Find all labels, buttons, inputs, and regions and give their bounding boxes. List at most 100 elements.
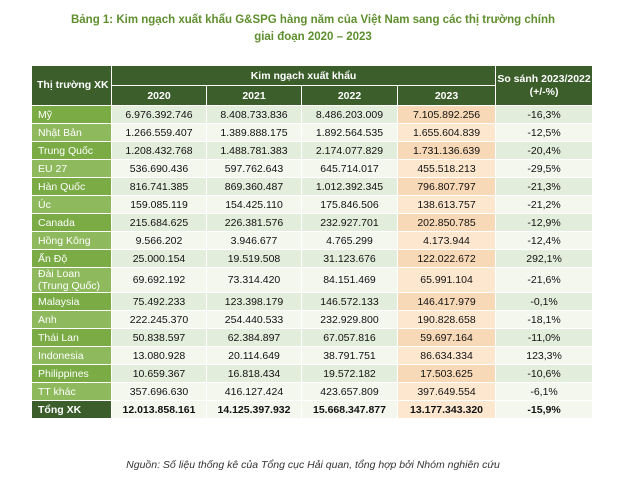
value-2020-cell: 1.266.559.407 [111,123,207,142]
value-2022-cell: 84.151.469 [301,267,398,293]
value-2021-cell: 20.114.649 [206,346,302,365]
value-2023-cell: 86.634.334 [396,346,497,365]
year-header-2022: 2022 [301,85,398,106]
table-row: Mỹ 6.976.392.746 8.408.733.836 8.486.203.00… [31,105,594,124]
market-cell: Canada [31,213,112,232]
value-2020-cell: 215.684.625 [111,213,207,232]
table-row: Indonesia 13.080.928 20.114.649 38.791.751 8… [31,346,594,365]
value-2023-cell: 17.503.625 [396,364,497,383]
value-2021-cell: 19.519.508 [206,249,302,268]
value-2022-cell: 645.714.017 [301,159,398,178]
total-2020: 12.013.858.161 [111,400,207,419]
value-2021-cell: 62.384.897 [206,328,302,347]
value-2020-cell: 75.492.233 [111,292,207,311]
market-cell: Philippines [31,364,112,383]
total-2021: 14.125.397.932 [206,400,302,419]
table-row: Philippines 10.659.367 16.818.434 19.572.18… [31,364,594,383]
year-header-2023: 2023 [396,85,497,106]
compare-cell: -10,6% [495,364,594,383]
value-2020-cell: 222.245.370 [111,310,207,329]
value-2021-cell: 416.127.424 [206,382,302,401]
value-2021-cell: 8.408.733.836 [206,105,302,124]
value-2023-cell: 65.991.104 [396,267,497,293]
value-2020-cell: 13.080.928 [111,346,207,365]
value-2020-cell: 159.085.119 [111,195,207,214]
total-label: Tổng XK [31,400,112,419]
compare-cell: -0,1% [495,292,594,311]
market-cell: Úc [31,195,112,214]
export-table: Thị trường XK Kim ngạch xuất khẩu So sán… [31,65,594,419]
value-2022-cell: 67.057.816 [301,328,398,347]
value-2023-cell: 59.697.164 [396,328,497,347]
table-row: Malaysia 75.492.233 123.398.179 146.572.133… [31,292,594,311]
table-row: Thái Lan 50.838.597 62.384.897 67.057.816 59… [31,328,594,347]
market-cell: Thái Lan [31,328,112,347]
value-2020-cell: 10.659.367 [111,364,207,383]
value-2021-cell: 3.946.677 [206,231,302,250]
table-row: Nhật Bản 1.266.559.407 1.389.888.175 1.892.… [31,123,594,142]
value-2022-cell: 19.572.182 [301,364,398,383]
value-2022-cell: 38.791.751 [301,346,398,365]
market-cell: Anh [31,310,112,329]
value-2020-cell: 816.741.385 [111,177,207,196]
value-2020-cell: 69.692.192 [111,267,207,293]
value-2020-cell: 50.838.597 [111,328,207,347]
value-2021-cell: 597.762.643 [206,159,302,178]
value-2023-cell: 190.828.658 [396,310,497,329]
compare-cell: -12,9% [495,213,594,232]
market-cell: Mỹ [31,105,112,124]
table-row: Hàn Quốc 816.741.385 869.360.487 1.012.392.… [31,177,594,196]
table-row: Hồng Kông 9.566.202 3.946.677 4.765.299 4.17… [31,231,594,250]
market-cell: Malaysia [31,292,112,311]
market-cell: Indonesia [31,346,112,365]
value-2023-cell: 1.731.136.639 [396,141,497,160]
market-column-header: Thị trường XK [31,65,112,106]
value-2022-cell: 423.657.809 [301,382,398,401]
value-2023-cell: 146.417.979 [396,292,497,311]
table-title: Bảng 1: Kim ngạch xuất khẩu G&SPG hàng n… [0,12,626,46]
table-body: Mỹ 6.976.392.746 8.408.733.836 8.486.203.00… [31,105,594,401]
year-header-2021: 2021 [206,85,302,106]
table-row: TT khác 357.696.630 416.127.424 423.657.809… [31,382,594,401]
market-cell: Đài Loan (Trung Quốc) [31,267,112,293]
compare-cell: -12,5% [495,123,594,142]
value-2023-cell: 4.173.944 [396,231,497,250]
compare-cell: -6,1% [495,382,594,401]
value-2020-cell: 536.690.436 [111,159,207,178]
value-2020-cell: 6.976.392.746 [111,105,207,124]
value-2022-cell: 31.123.676 [301,249,398,268]
value-2021-cell: 123.398.179 [206,292,302,311]
value-2022-cell: 8.486.203.009 [301,105,398,124]
value-2023-cell: 1.655.604.839 [396,123,497,142]
total-2023: 13.177.343.320 [396,400,497,419]
table-row: Đài Loan (Trung Quốc) 69.692.192 73.314.42… [31,267,594,293]
export-value-group-header: Kim ngạch xuất khẩu [110,65,497,86]
value-2023-cell: 122.022.672 [396,249,497,268]
compare-column-header: So sánh 2023/2022 (+/-%) [495,65,594,106]
table-row: EU 27 536.690.436 597.762.643 645.714.017 45… [31,159,594,178]
market-cell: Hồng Kông [31,231,112,250]
table-row: Trung Quốc 1.208.432.768 1.488.781.383 2.17… [31,141,594,160]
value-2022-cell: 232.929.800 [301,310,398,329]
value-2022-cell: 1.892.564.535 [301,123,398,142]
compare-cell: -11,0% [495,328,594,347]
value-2022-cell: 146.572.133 [301,292,398,311]
compare-cell: -20,4% [495,141,594,160]
value-2023-cell: 397.649.554 [396,382,497,401]
compare-cell: -21,6% [495,267,594,293]
value-2020-cell: 1.208.432.768 [111,141,207,160]
value-2022-cell: 2.174.077.829 [301,141,398,160]
value-2021-cell: 154.425.110 [206,195,302,214]
value-2021-cell: 254.440.533 [206,310,302,329]
compare-cell: 292,1% [495,249,594,268]
value-2020-cell: 25.000.154 [111,249,207,268]
value-2022-cell: 4.765.299 [301,231,398,250]
compare-cell: -12,4% [495,231,594,250]
value-2023-cell: 796.807.797 [396,177,497,196]
table-row: Anh 222.245.370 254.440.533 232.929.800 190.… [31,310,594,329]
value-2022-cell: 1.012.392.345 [301,177,398,196]
table-title-line1: Bảng 1: Kim ngạch xuất khẩu G&SPG hàng n… [70,14,556,26]
compare-cell: 123,3% [495,346,594,365]
value-2023-cell: 138.613.757 [396,195,497,214]
value-2023-cell: 7.105.892.256 [396,105,497,124]
